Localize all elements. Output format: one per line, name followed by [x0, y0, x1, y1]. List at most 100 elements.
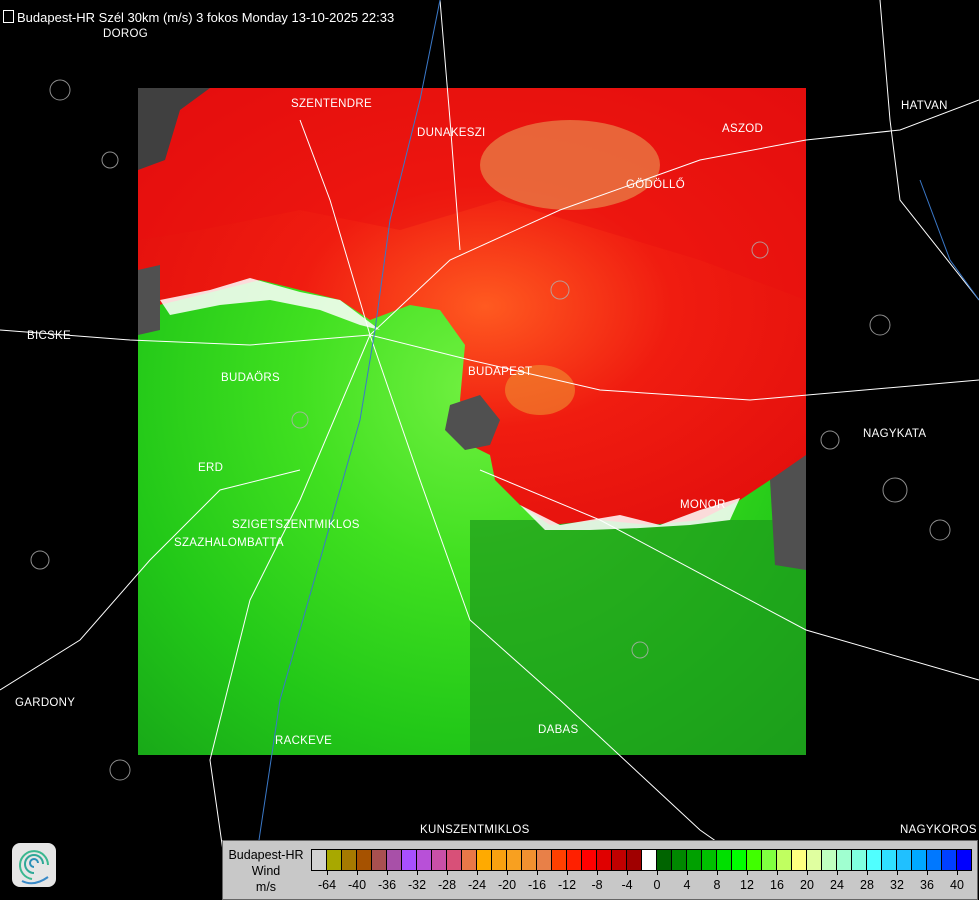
legend-tick-label: -32	[407, 878, 427, 892]
legend-tick-mark	[807, 870, 808, 875]
legend-swatch	[612, 850, 627, 870]
legend-tick-label: 8	[713, 878, 721, 892]
legend-swatch	[762, 850, 777, 870]
swirl-logo-icon	[19, 850, 49, 885]
legend-tick-label: 16	[770, 878, 784, 892]
legend-tick-mark	[477, 870, 478, 875]
legend-swatch	[702, 850, 717, 870]
city-label: SZENTENDRE	[291, 98, 372, 110]
radar-coverage	[138, 88, 806, 755]
city-label: DABAS	[538, 724, 579, 736]
legend-tick-label: 36	[920, 878, 934, 892]
legend-swatch	[927, 850, 942, 870]
city-label: NAGYKATA	[863, 428, 927, 440]
legend-title: Budapest-HR Wind m/s	[223, 847, 309, 895]
legend-swatch	[657, 850, 672, 870]
legend-swatch	[822, 850, 837, 870]
legend-tick-mark	[507, 870, 508, 875]
legend-swatch	[957, 850, 971, 870]
legend-tick-label: 12	[740, 878, 754, 892]
legend-tick-label: -4	[621, 878, 633, 892]
legend-tick-mark	[657, 870, 658, 875]
legend-tick-mark	[777, 870, 778, 875]
city-label: HATVAN	[901, 100, 948, 112]
legend-colorbar	[311, 849, 972, 871]
legend-tick-mark	[567, 870, 568, 875]
legend-swatch	[312, 850, 327, 870]
legend-tick-label: -64	[317, 878, 337, 892]
legend-quantity: Wind	[251, 864, 281, 878]
legend-swatch	[627, 850, 642, 870]
legend-swatch	[747, 850, 762, 870]
city-label: MONOR	[680, 499, 726, 511]
legend-swatch	[717, 850, 732, 870]
legend-station: Budapest-HR	[228, 848, 304, 862]
city-label: SZAZHALOMBATTA	[174, 537, 284, 549]
legend-swatch	[567, 850, 582, 870]
city-label: SZIGETSZENTMIKLOS	[232, 519, 360, 531]
legend-tick-mark	[957, 870, 958, 875]
legend-swatch	[417, 850, 432, 870]
legend-tick-label: -36	[377, 878, 397, 892]
legend-swatch	[342, 850, 357, 870]
legend-swatch	[582, 850, 597, 870]
legend-tick-mark	[837, 870, 838, 875]
city-label: RACKEVE	[275, 735, 333, 747]
legend-tick-mark	[897, 870, 898, 875]
legend-tick-mark	[447, 870, 448, 875]
legend-swatch	[432, 850, 447, 870]
city-label: DOROG	[103, 28, 148, 40]
legend-tick-mark	[747, 870, 748, 875]
city-label: DUNAKESZI	[417, 127, 486, 139]
color-legend: Budapest-HR Wind m/s -64 -40 -36 -32 -28 -24-…	[222, 840, 978, 900]
legend-swatch	[522, 850, 537, 870]
legend-tick-label: -16	[527, 878, 547, 892]
legend-swatch	[327, 850, 342, 870]
legend-tick-mark	[627, 870, 628, 875]
legend-tick-label: 28	[860, 878, 874, 892]
legend-tick-label: 20	[800, 878, 814, 892]
legend-tick-mark	[327, 870, 328, 875]
rivers	[249, 0, 979, 900]
legend-tick-label: 24	[830, 878, 844, 892]
city-label: BUDAPEST	[468, 366, 533, 378]
legend-swatch	[882, 850, 897, 870]
legend-swatch	[387, 850, 402, 870]
legend-tick-label: -40	[347, 878, 367, 892]
legend-swatch	[852, 850, 867, 870]
legend-tick-label: -20	[497, 878, 517, 892]
legend-tick-mark	[687, 870, 688, 875]
legend-swatch	[837, 850, 852, 870]
legend-swatch	[867, 850, 882, 870]
legend-tick-mark	[927, 870, 928, 875]
legend-swatch	[462, 850, 477, 870]
city-label: GÖDÖLLŐ	[626, 179, 685, 191]
legend-tick-label: -24	[467, 878, 487, 892]
legend-swatch	[552, 850, 567, 870]
legend-swatch	[537, 850, 552, 870]
legend-swatch	[372, 850, 387, 870]
legend-swatch	[912, 850, 927, 870]
legend-swatch	[447, 850, 462, 870]
legend-tick-mark	[597, 870, 598, 875]
city-label: KUNSZENTMIKLOS	[420, 824, 530, 836]
legend-swatch	[807, 850, 822, 870]
map-title: Budapest-HR Szél 30km (m/s) 3 fokos Mond…	[3, 10, 394, 25]
legend-tick-label: -28	[437, 878, 457, 892]
legend-swatch	[357, 850, 372, 870]
legend-tick-label: 32	[890, 878, 904, 892]
legend-swatch	[687, 850, 702, 870]
legend-tick-label: -8	[591, 878, 603, 892]
legend-tick-mark	[357, 870, 358, 875]
legend-tick-label: 40	[950, 878, 964, 892]
legend-swatch	[477, 850, 492, 870]
legend-tick-label: 0	[653, 878, 661, 892]
city-label: GARDONY	[15, 697, 76, 709]
title-text: Budapest-HR Szél 30km (m/s) 3 fokos Mond…	[17, 10, 395, 25]
legend-swatch	[897, 850, 912, 870]
legend-swatch	[792, 850, 807, 870]
legend-swatch	[672, 850, 687, 870]
clutter-area	[445, 395, 500, 450]
